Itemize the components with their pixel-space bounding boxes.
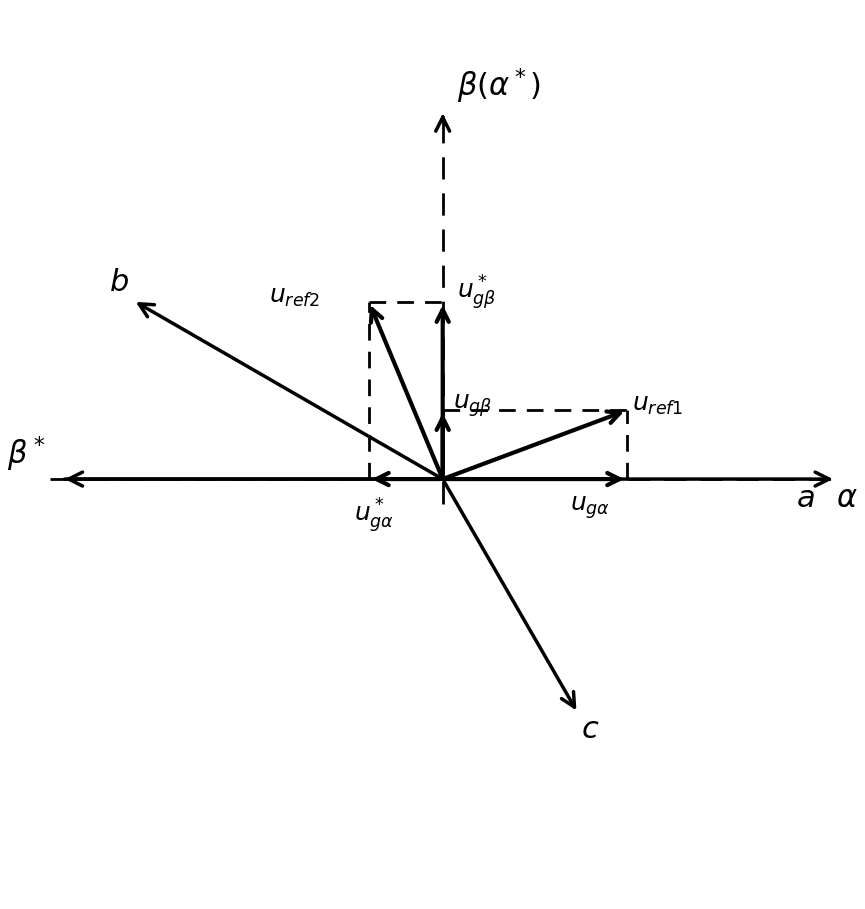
Text: $\alpha$: $\alpha$ <box>836 484 857 513</box>
Text: $u^*_{g\alpha}$: $u^*_{g\alpha}$ <box>354 496 394 535</box>
Text: $u_{g\beta}$: $u_{g\beta}$ <box>452 392 492 419</box>
Text: $u^*_{g\beta}$: $u^*_{g\beta}$ <box>458 273 497 312</box>
Text: $u_{ref1}$: $u_{ref1}$ <box>631 394 683 417</box>
Text: $u_{g\alpha}$: $u_{g\alpha}$ <box>570 494 610 521</box>
Text: $\beta^*$: $\beta^*$ <box>7 435 45 474</box>
Text: $a$: $a$ <box>797 484 815 513</box>
Text: $b$: $b$ <box>108 268 128 297</box>
Text: $\beta(\alpha^*)$: $\beta(\alpha^*)$ <box>458 66 541 105</box>
Text: $u_{ref2}$: $u_{ref2}$ <box>268 285 320 309</box>
Text: $c$: $c$ <box>581 715 599 744</box>
